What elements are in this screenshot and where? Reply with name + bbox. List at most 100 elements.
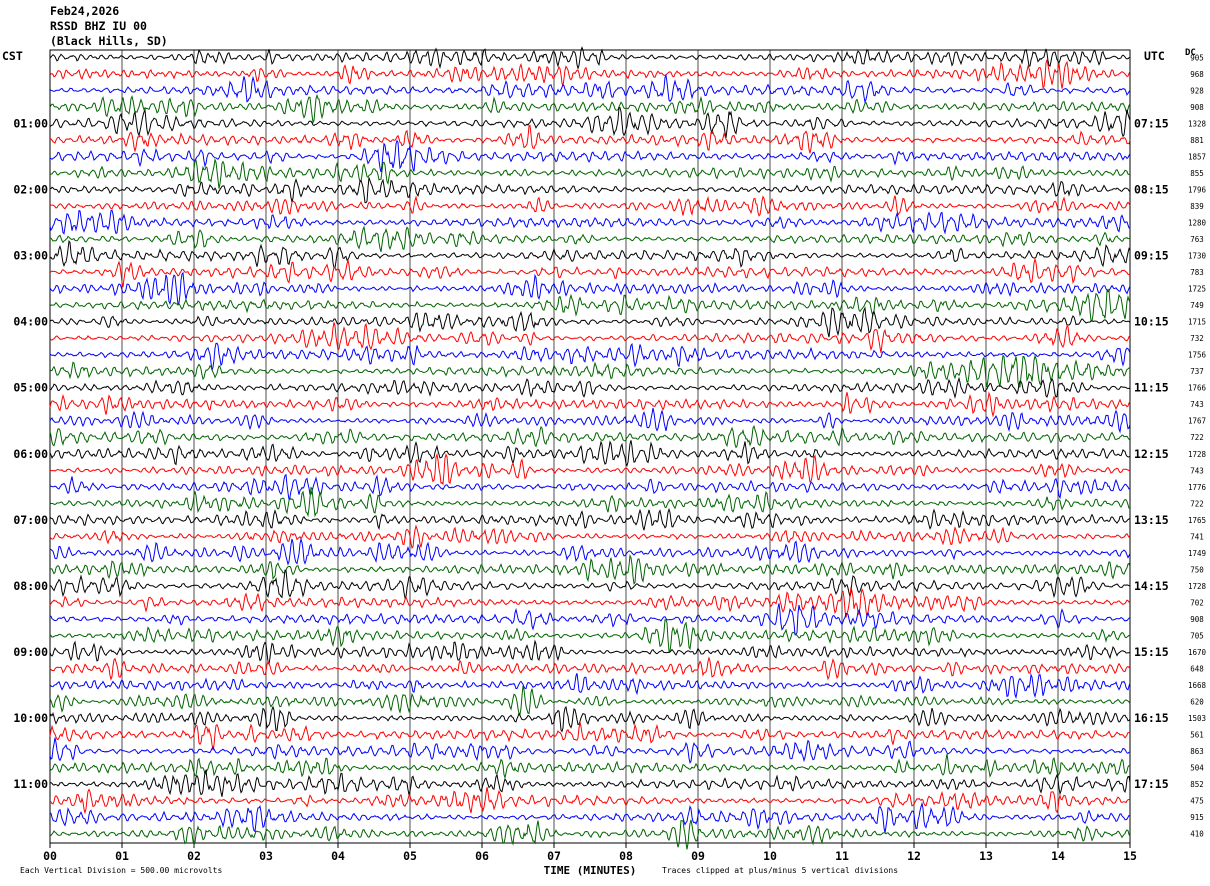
trace-row-10 xyxy=(49,195,1131,217)
row-value-label: 1765 xyxy=(1188,516,1206,525)
trace-row-14 xyxy=(49,257,1131,288)
trace-row-8 xyxy=(49,157,1131,189)
trace-row-40 xyxy=(49,685,1131,716)
row-value-label: 1503 xyxy=(1188,714,1206,723)
x-tick-label: 08 xyxy=(619,849,633,863)
footer-scale: Each Vertical Division = 500.00 microvol… xyxy=(20,866,223,875)
left-hour-label: 09:00 xyxy=(13,645,48,659)
trace-row-39 xyxy=(49,672,1131,700)
left-hour-label: 11:00 xyxy=(13,777,48,791)
trace-row-25 xyxy=(49,440,1131,467)
header-station: RSSD BHZ IU 00 xyxy=(50,19,147,33)
trace-row-20 xyxy=(49,354,1131,388)
row-value-label: 908 xyxy=(1190,103,1204,112)
row-value-label: 905 xyxy=(1190,53,1204,62)
row-value-label: 722 xyxy=(1190,433,1204,442)
trace-row-35 xyxy=(49,603,1131,636)
x-tick-label: 04 xyxy=(331,849,345,863)
trace-row-27 xyxy=(49,473,1131,500)
x-tick-label: 00 xyxy=(43,849,57,863)
trace-row-41 xyxy=(49,705,1131,733)
trace-row-17 xyxy=(49,306,1131,338)
trace-row-34 xyxy=(49,586,1131,618)
right-hour-label: 07:15 xyxy=(1134,116,1169,130)
x-tick-label: 15 xyxy=(1123,849,1137,863)
x-tick-label: 13 xyxy=(979,849,993,863)
row-value-label: 1728 xyxy=(1188,582,1207,591)
right-hour-label: 15:15 xyxy=(1134,645,1169,659)
row-value-label: 737 xyxy=(1190,367,1204,376)
footer-clip: Traces clipped at plus/minus 5 vertical … xyxy=(662,866,899,875)
right-hour-label: 17:15 xyxy=(1134,777,1169,791)
left-hour-label: 04:00 xyxy=(13,315,48,329)
trace-row-44 xyxy=(49,754,1131,780)
trace-row-28 xyxy=(49,486,1131,518)
x-tick-label: 12 xyxy=(907,849,921,863)
right-hour-label: 11:15 xyxy=(1134,381,1169,395)
row-value-label: 750 xyxy=(1190,565,1204,574)
right-hour-label: 08:15 xyxy=(1134,182,1169,196)
right-hour-label: 10:15 xyxy=(1134,315,1169,329)
row-value-label: 410 xyxy=(1190,830,1204,839)
right-hour-label: 13:15 xyxy=(1134,513,1169,527)
trace-row-2 xyxy=(49,59,1131,89)
trace-row-16 xyxy=(49,288,1131,322)
left-hour-label: 06:00 xyxy=(13,447,48,461)
row-value-label: 783 xyxy=(1190,268,1204,277)
trace-row-36 xyxy=(49,619,1131,652)
trace-row-32 xyxy=(49,554,1131,585)
trace-row-33 xyxy=(49,569,1131,599)
row-value-label: 839 xyxy=(1190,202,1204,211)
row-value-label: 1756 xyxy=(1188,351,1207,360)
left-hour-label: 02:00 xyxy=(13,182,48,196)
trace-row-22 xyxy=(49,391,1131,418)
trace-row-21 xyxy=(49,376,1131,400)
trace-row-3 xyxy=(49,73,1131,104)
row-value-label: 1857 xyxy=(1188,152,1206,161)
chart-frame xyxy=(49,49,1131,844)
row-value-label: 1767 xyxy=(1188,417,1206,426)
trace-row-6 xyxy=(49,124,1131,154)
row-value-label: 968 xyxy=(1190,70,1204,79)
left-hour-label: 05:00 xyxy=(13,381,48,395)
trace-row-24 xyxy=(49,424,1131,449)
right-corner-label: DC xyxy=(1185,48,1196,58)
row-value-label: 928 xyxy=(1190,86,1204,95)
x-tick-label: 10 xyxy=(763,849,777,863)
trace-row-18 xyxy=(49,322,1131,353)
right-hour-label: 09:15 xyxy=(1134,249,1169,263)
row-value-label: 1796 xyxy=(1188,185,1207,194)
trace-row-29 xyxy=(49,507,1131,531)
row-value-label: 732 xyxy=(1190,334,1204,343)
row-value-label: 915 xyxy=(1190,813,1204,822)
row-value-label: 504 xyxy=(1190,764,1204,773)
trace-row-45 xyxy=(49,768,1131,797)
x-axis-label: TIME (MINUTES) xyxy=(543,864,637,877)
row-value-label: 855 xyxy=(1190,169,1204,178)
trace-row-42 xyxy=(49,722,1131,751)
chart-grid xyxy=(49,49,1131,848)
right-hour-label: 14:15 xyxy=(1134,579,1169,593)
trace-row-31 xyxy=(49,537,1131,566)
row-value-label: 1668 xyxy=(1188,681,1207,690)
trace-row-1 xyxy=(49,46,1131,71)
left-hour-label: 08:00 xyxy=(13,579,48,593)
trace-row-11 xyxy=(49,209,1131,235)
trace-row-37 xyxy=(49,639,1131,665)
row-value-label: 620 xyxy=(1190,698,1204,707)
row-value-label: 1715 xyxy=(1188,318,1206,327)
chart-labels: 00 01 02 03 04 05 06 07 08 09 10 11 12 13 14 15 905 968 92… xyxy=(13,53,1206,863)
left-hour-label: 07:00 xyxy=(13,513,48,527)
trace-row-13 xyxy=(49,239,1131,269)
trace-row-12 xyxy=(50,225,1131,253)
row-value-label: 1776 xyxy=(1188,483,1207,492)
row-value-label: 1766 xyxy=(1188,384,1207,393)
row-value-label: 1728 xyxy=(1188,450,1207,459)
x-tick-label: 01 xyxy=(115,849,129,863)
row-value-label: 648 xyxy=(1190,665,1204,674)
left-hour-label: 10:00 xyxy=(13,711,48,725)
trace-row-43 xyxy=(49,737,1131,764)
row-value-label: 743 xyxy=(1190,400,1204,409)
x-tick-label: 05 xyxy=(403,849,417,863)
